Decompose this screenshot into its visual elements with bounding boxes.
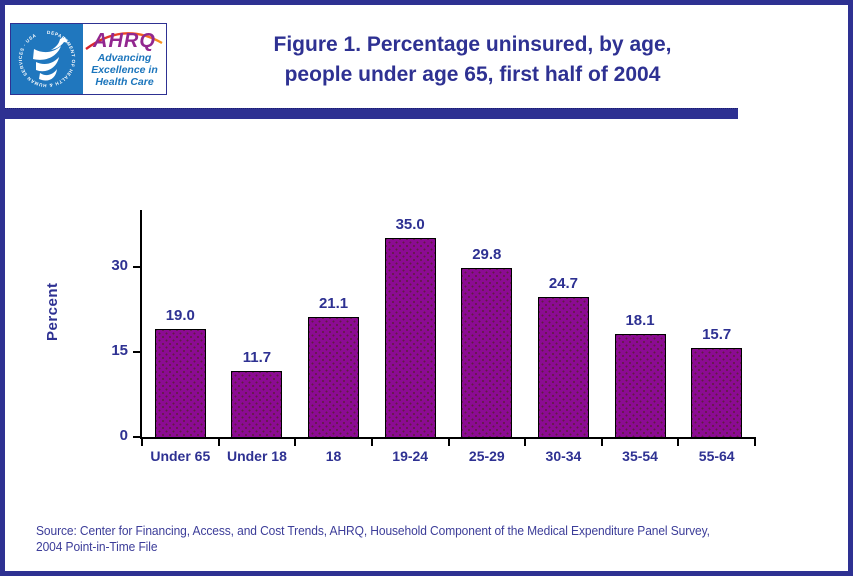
x-tick <box>524 437 527 446</box>
y-tick-label: 15 <box>111 341 128 359</box>
bar-value-label: 29.8 <box>472 246 502 263</box>
x-tick <box>677 437 680 446</box>
x-tick <box>754 437 756 446</box>
ahrq-arc-icon <box>85 32 163 50</box>
header-logo-block: DEPARTMENT OF HEALTH & HUMAN SERVICES · … <box>10 23 167 95</box>
x-tick <box>217 437 220 446</box>
x-category-label: Under 65 <box>150 448 211 464</box>
ahrq-tagline-line1: Advancing <box>97 52 152 64</box>
bar <box>231 371 283 437</box>
x-category-label: 25-29 <box>468 448 505 464</box>
bar <box>691 348 743 437</box>
y-tick-label: 0 <box>119 427 128 444</box>
bar <box>461 268 513 437</box>
bar <box>154 329 206 437</box>
hhs-eagle-icon: DEPARTMENT OF HEALTH & HUMAN SERVICES · … <box>18 30 76 88</box>
bar-value-label: 24.7 <box>548 275 579 292</box>
bar-value-label: 35.0 <box>395 216 425 233</box>
x-category-label: 18 <box>325 448 342 464</box>
y-axis-title: Percent <box>44 282 61 342</box>
ahrq-tagline-line2: Excellence in <box>91 63 158 76</box>
x-tick <box>141 437 143 446</box>
ahrq-logo: AHRQ Advancing Excellence in Health Care <box>83 24 166 94</box>
ahrq-acronym: AHRQ <box>93 30 156 52</box>
y-tick <box>133 265 142 268</box>
bar-value-label: 18.1 <box>625 312 655 329</box>
x-category-label: Under 18 <box>226 448 287 464</box>
x-category-label: 35-54 <box>622 448 658 464</box>
x-tick <box>294 437 297 446</box>
title-divider-bar <box>5 108 738 119</box>
bar <box>384 238 436 437</box>
page-title-line1: Figure 1. Percentage uninsured, by age, <box>273 33 672 56</box>
x-tick <box>370 437 373 446</box>
x-category-label: 19-24 <box>392 448 429 464</box>
bar <box>308 317 360 437</box>
y-tick-label: 30 <box>111 256 128 274</box>
bar <box>614 334 666 437</box>
hhs-eagle-shape <box>33 37 68 81</box>
y-tick <box>133 436 142 438</box>
bar-value-label: 19.0 <box>165 307 195 324</box>
y-tick <box>133 350 142 353</box>
bar-value-label: 15.7 <box>702 326 732 343</box>
page-title: Figure 1. Percentage uninsured, by age, … <box>185 30 760 91</box>
ahrq-tagline: Advancing Excellence in Health Care <box>83 52 166 88</box>
plot-area: 0 15 30 19.0 Under 65 11.7 Under 18 21.1 18 35.0 1… <box>111 210 756 464</box>
x-tick <box>600 437 603 446</box>
bar <box>537 297 589 437</box>
bar-value-label: 21.1 <box>318 295 349 312</box>
source-note-line1: Source: Center for Financing, Access, an… <box>36 524 710 538</box>
x-category-label: 30-34 <box>545 448 582 464</box>
ahrq-tagline-line3: Health Care <box>95 75 154 88</box>
x-tick <box>447 437 450 446</box>
source-note: Source: Center for Financing, Access, an… <box>36 523 804 556</box>
hhs-logo: DEPARTMENT OF HEALTH & HUMAN SERVICES · … <box>11 24 83 94</box>
bar-value-label: 11.7 <box>242 349 272 366</box>
x-category-label: 55-64 <box>698 448 735 464</box>
source-note-line2: 2004 Point-in-Time File <box>36 540 158 555</box>
page-title-line2: people under age 65, first half of 2004 <box>284 63 661 87</box>
